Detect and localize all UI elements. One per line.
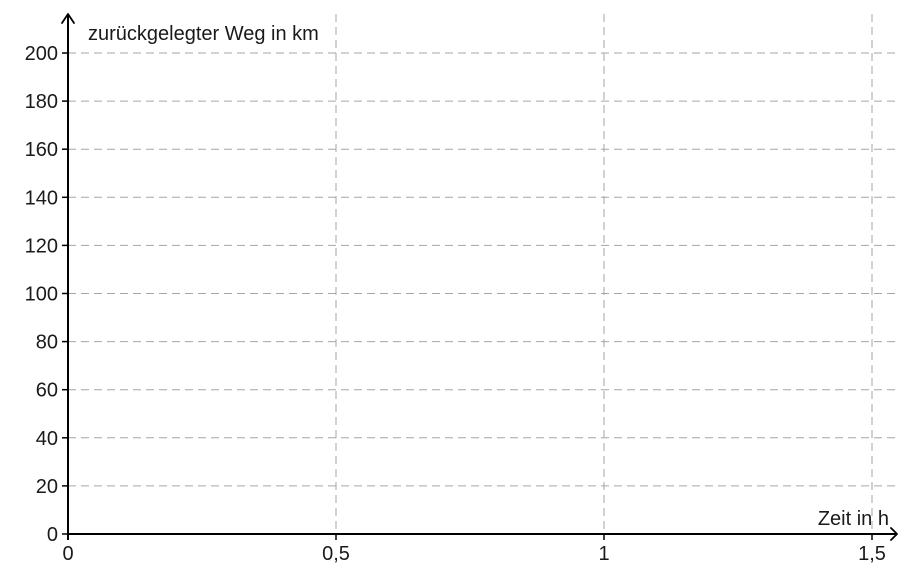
- y-tick-label: 200: [25, 43, 58, 65]
- y-tick-label: 0: [47, 524, 58, 546]
- x-axis-label: Zeit in h: [818, 508, 889, 530]
- x-tick-label: 1,5: [858, 543, 886, 565]
- y-tick-label: 40: [36, 428, 58, 450]
- x-axis-arrow: [890, 527, 898, 541]
- y-tick-label: 20: [36, 476, 58, 498]
- x-tick-label: 1: [598, 543, 609, 565]
- y-tick-label: 120: [25, 235, 58, 257]
- ticks: [62, 52, 873, 540]
- axes: [61, 13, 898, 541]
- grid: [68, 14, 897, 534]
- y-tick-label: 180: [25, 91, 58, 113]
- y-tick-label: 80: [36, 332, 58, 354]
- y-axis-label: zurückgelegter Weg in km: [88, 23, 319, 45]
- y-tick-label: 160: [25, 139, 58, 161]
- x-tick-label: 0: [62, 543, 73, 565]
- y-axis-arrow: [61, 13, 75, 24]
- x-tick-label: 0,5: [322, 543, 350, 565]
- y-tick-label: 140: [25, 187, 58, 209]
- y-tick-label: 100: [25, 284, 58, 306]
- y-tick-label: 60: [36, 380, 58, 402]
